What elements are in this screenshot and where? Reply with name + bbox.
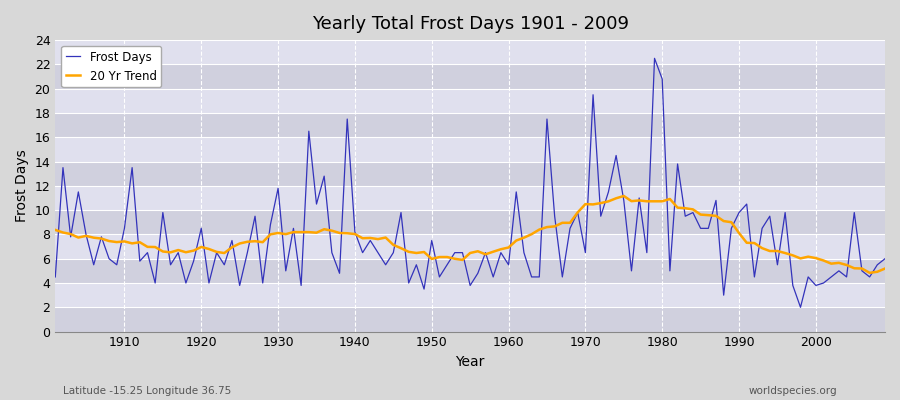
- Frost Days: [595, 214, 606, 219]
- Frost Days: [112, 262, 122, 267]
- Frost Days: [281, 268, 292, 273]
- Frost Days: [50, 274, 60, 279]
- X-axis label: Year: Year: [455, 355, 485, 369]
- Text: worldspecies.org: worldspecies.org: [749, 386, 837, 396]
- Frost Days: [327, 250, 338, 255]
- Title: Yearly Total Frost Days 1901 - 2009: Yearly Total Frost Days 1901 - 2009: [311, 15, 628, 33]
- Bar: [55, 259, 885, 283]
- 20 Yr Trend: [327, 228, 338, 233]
- Frost Days: [496, 250, 507, 255]
- 20 Yr Trend: [281, 232, 292, 236]
- Frost Days: [649, 56, 660, 61]
- Y-axis label: Frost Days: Frost Days: [15, 150, 29, 222]
- Bar: [55, 64, 885, 89]
- 20 Yr Trend: [112, 240, 122, 244]
- Bar: [55, 137, 885, 162]
- Line: 20 Yr Trend: 20 Yr Trend: [55, 196, 885, 273]
- Bar: [55, 162, 885, 186]
- Frost Days: [503, 262, 514, 267]
- Frost Days: [879, 256, 890, 261]
- 20 Yr Trend: [503, 245, 514, 250]
- Line: Frost Days: Frost Days: [55, 58, 885, 307]
- Legend: Frost Days, 20 Yr Trend: Frost Days, 20 Yr Trend: [61, 46, 161, 87]
- Bar: [55, 89, 885, 113]
- Bar: [55, 283, 885, 307]
- 20 Yr Trend: [864, 270, 875, 275]
- Bar: [55, 113, 885, 137]
- Bar: [55, 307, 885, 332]
- 20 Yr Trend: [618, 194, 629, 198]
- Bar: [55, 210, 885, 234]
- 20 Yr Trend: [879, 266, 890, 271]
- Bar: [55, 234, 885, 259]
- Bar: [55, 186, 885, 210]
- 20 Yr Trend: [50, 228, 60, 232]
- Frost Days: [795, 305, 806, 310]
- Bar: [55, 40, 885, 64]
- Text: Latitude -15.25 Longitude 36.75: Latitude -15.25 Longitude 36.75: [63, 386, 231, 396]
- 20 Yr Trend: [496, 247, 507, 252]
- 20 Yr Trend: [595, 201, 606, 206]
